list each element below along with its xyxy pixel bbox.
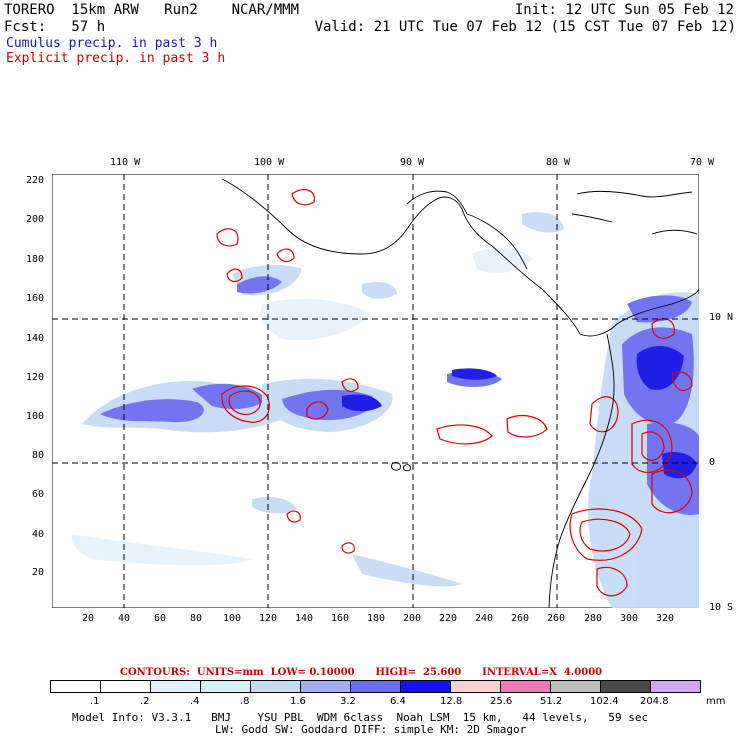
colorbar-swatch (300, 680, 351, 693)
y-tick: 160 (26, 293, 45, 304)
latlon-grid (52, 174, 699, 608)
colorbar-swatch (550, 680, 601, 693)
lat-label-10s: 10 S (709, 602, 734, 613)
model-title: TORERO 15km ARW Run2 NCAR/MMM (4, 2, 300, 18)
lon-label-110w: 110 W (110, 157, 141, 168)
colorbar-label: .1 (90, 696, 100, 707)
y-tick: 120 (26, 372, 45, 383)
model-info-line1: Model Info: V3.3.1 BMJ YSU PBL WDM 6clas… (72, 711, 649, 724)
colorbar-swatch (500, 680, 551, 693)
colorbar-label: 3.2 (340, 696, 356, 707)
colorbar-swatch (100, 680, 151, 693)
x-tick: 200 (403, 613, 422, 624)
x-tick: 120 (259, 613, 278, 624)
colorbar-swatch (400, 680, 451, 693)
y-tick: 140 (26, 333, 45, 344)
lon-label-80w: 80 W (546, 157, 571, 168)
colorbar-swatch (650, 680, 701, 693)
colorbar-label: 204.8 (640, 696, 669, 707)
x-tick: 280 (584, 613, 603, 624)
y-tick: 80 (32, 450, 45, 461)
forecast-hour: Fcst: 57 h (4, 19, 106, 35)
cumulus-legend: Cumulus precip. in past 3 h (6, 36, 218, 51)
colorbar-swatch (600, 680, 651, 693)
x-tick: 300 (620, 613, 639, 624)
x-tick: 80 (190, 613, 203, 624)
colorbar-label: 51.2 (540, 696, 563, 707)
colorbar-swatch (200, 680, 251, 693)
x-tick: 140 (295, 613, 314, 624)
colorbar-label: 12.8 (440, 696, 463, 707)
lat-label-0: 0 (709, 457, 716, 468)
colorbar-label: 1.6 (290, 696, 306, 707)
x-tick: 260 (547, 613, 566, 624)
colorbar-label: 6.4 (390, 696, 406, 707)
init-time: Init: 12 UTC Sun 05 Feb 12 (514, 2, 734, 18)
x-tick: 320 (656, 613, 675, 624)
y-tick: 220 (26, 175, 45, 186)
lon-label-70w: 70 W (690, 157, 715, 168)
contours-info: CONTOURS: UNITS=mm LOW= 0.10000 HIGH= 25… (120, 667, 603, 678)
colorbar-swatch (250, 680, 301, 693)
y-tick: 40 (32, 529, 45, 540)
explicit-legend: Explicit precip. in past 3 h (6, 51, 226, 66)
colorbar-swatch (450, 680, 501, 693)
lon-label-90w: 90 W (400, 157, 425, 168)
x-tick: 240 (475, 613, 494, 624)
coastlines (221, 178, 699, 608)
x-tick: 220 (439, 613, 458, 624)
y-tick: 180 (26, 254, 45, 265)
x-tick: 180 (367, 613, 386, 624)
colorbar-label: 25.6 (490, 696, 513, 707)
colorbar-swatch (50, 680, 101, 693)
x-tick: 40 (118, 613, 131, 624)
explicit-precip-contours (216, 188, 693, 597)
colorbar-label: .2 (140, 696, 150, 707)
colorbar-swatch (150, 680, 201, 693)
precip-map (52, 174, 699, 608)
colorbar-label: 102.4 (590, 696, 619, 707)
x-tick: 160 (331, 613, 350, 624)
colorbar-label: .4 (190, 696, 200, 707)
colorbar-units: mm (706, 696, 726, 707)
x-tick: 100 (223, 613, 242, 624)
lat-label-10n: 10 N (709, 312, 734, 323)
colorbar-label: .8 (240, 696, 250, 707)
model-info-line2: LW: Godd SW: Goddard DIFF: simple KM: 2D… (215, 723, 527, 736)
y-tick: 20 (32, 567, 45, 578)
lon-label-100w: 100 W (254, 157, 285, 168)
valid-time: Valid: 21 UTC Tue 07 Feb 12 (15 CST Tue … (314, 19, 736, 35)
y-tick: 200 (26, 214, 45, 225)
x-tick: 260 (511, 613, 530, 624)
x-tick: 20 (82, 613, 95, 624)
y-tick: 100 (26, 411, 45, 422)
x-tick: 60 (154, 613, 167, 624)
colorbar-swatch (350, 680, 401, 693)
y-tick: 60 (32, 489, 45, 500)
